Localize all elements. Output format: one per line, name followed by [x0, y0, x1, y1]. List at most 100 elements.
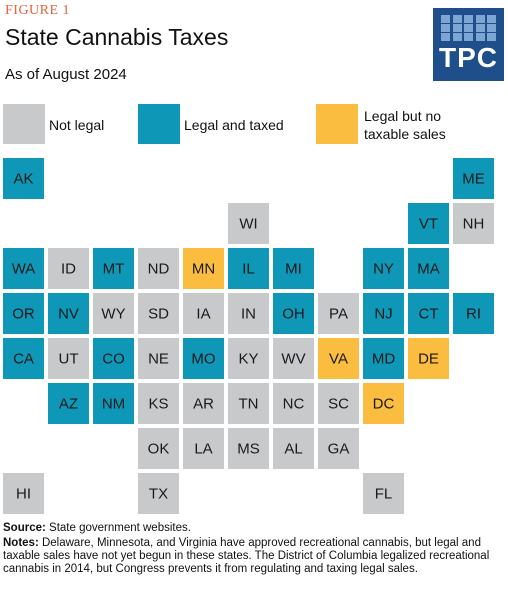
state-tile-label: OK	[148, 441, 170, 458]
state-tile-ia: IA	[183, 293, 224, 334]
legend-swatch-not-legal	[3, 104, 45, 144]
state-tile-label: MA	[417, 261, 440, 278]
state-tile-label: CT	[419, 306, 439, 323]
state-tile-label: IN	[241, 306, 256, 323]
state-tile-pa: PA	[318, 293, 359, 334]
state-tile-ar: AR	[183, 383, 224, 424]
state-tile-rect	[138, 473, 179, 514]
state-tile-nh: NH	[453, 203, 494, 244]
state-tile-nv: NV	[48, 293, 89, 334]
logo-square	[441, 24, 450, 32]
logo-square	[475, 33, 485, 41]
legend-label-line-2: taxable sales	[364, 126, 446, 142]
state-tile-rect	[48, 383, 89, 424]
logo-square	[441, 15, 450, 23]
state-tile-rect	[228, 428, 269, 469]
state-tile-rect	[318, 428, 359, 469]
state-tile-me: ME	[453, 158, 494, 199]
state-tile-rect	[408, 203, 449, 244]
state-tile-rect	[48, 293, 89, 334]
state-tile-ne: NE	[138, 338, 179, 379]
state-tile-nj: NJ	[363, 293, 404, 334]
state-tile-label: AL	[284, 441, 302, 458]
logo-grid-icon	[441, 15, 497, 41]
state-tile-label: IL	[242, 261, 255, 278]
state-tile-label: TN	[239, 396, 259, 413]
state-tile-label: UT	[59, 351, 79, 368]
state-tile-label: MS	[237, 441, 260, 458]
state-tile-nd: ND	[138, 248, 179, 289]
state-tile-ga: GA	[318, 428, 359, 469]
legend-label-legal-no-sales: Legal but no taxable sales	[364, 107, 446, 143]
state-tile-label: NH	[463, 216, 485, 233]
state-tile-rect	[3, 248, 44, 289]
legend-swatch-legal-taxed	[138, 104, 180, 144]
state-tile-rect	[408, 248, 449, 289]
state-tile-rect	[93, 383, 134, 424]
state-tile-label: NY	[373, 261, 394, 278]
state-tile-label: GA	[328, 441, 350, 458]
state-tile-rect	[183, 383, 224, 424]
state-tile-tx: TX	[138, 473, 179, 514]
state-tile-va: VA	[318, 338, 359, 379]
logo-square	[452, 33, 462, 41]
state-tile-ct: CT	[408, 293, 449, 334]
state-tile-il: IL	[228, 248, 269, 289]
state-tile-ak: AK	[3, 158, 44, 199]
state-tile-rect	[138, 428, 179, 469]
state-tile-rect	[138, 248, 179, 289]
state-tile-label: KY	[238, 351, 258, 368]
state-tile-rect	[183, 293, 224, 334]
state-tile-rect	[318, 383, 359, 424]
state-tile-rect	[228, 248, 269, 289]
notes: Notes: Delaware, Minnesota, and Virginia…	[3, 537, 503, 576]
state-tile-ut: UT	[48, 338, 89, 379]
state-tile-rect	[3, 293, 44, 334]
state-tile-rect	[273, 338, 314, 379]
state-tile-label: AZ	[59, 396, 78, 413]
state-tile-rect	[453, 203, 494, 244]
state-tile-rect	[363, 248, 404, 289]
logo-square	[464, 24, 473, 32]
state-tile-rect	[408, 338, 449, 379]
state-tile-label: WA	[12, 261, 36, 278]
state-tile-ks: KS	[138, 383, 179, 424]
figure-label: FIGURE 1	[5, 3, 71, 18]
state-tile-nc: NC	[273, 383, 314, 424]
state-tile-label: WI	[239, 216, 257, 233]
logo-text: TPC	[439, 42, 498, 73]
state-tile-rect	[228, 383, 269, 424]
state-tile-label: RI	[466, 306, 481, 323]
state-tile-label: ND	[148, 261, 170, 278]
state-tile-ma: MA	[408, 248, 449, 289]
state-tile-label: MD	[372, 351, 395, 368]
state-tile-ms: MS	[228, 428, 269, 469]
state-tile-rect	[228, 338, 269, 379]
state-tile-ca: CA	[3, 338, 44, 379]
state-tile-label: OH	[282, 306, 305, 323]
state-tile-label: LA	[194, 441, 212, 458]
legend-swatch-legal-no-sales	[316, 104, 358, 144]
state-tile-wv: WV	[273, 338, 314, 379]
state-tile-rect	[48, 338, 89, 379]
state-tile-label: MN	[192, 261, 215, 278]
source-note: Source: State government websites.	[3, 522, 503, 535]
state-tile-tn: TN	[228, 383, 269, 424]
state-tile-mn: MN	[183, 248, 224, 289]
state-tile-label: PA	[329, 306, 348, 323]
state-tile-label: TX	[149, 486, 168, 503]
state-tile-rect	[273, 293, 314, 334]
state-tile-rect	[318, 293, 359, 334]
state-tile-rect	[183, 428, 224, 469]
logo-square	[487, 15, 496, 23]
state-tile-oh: OH	[273, 293, 314, 334]
state-tile-rect	[363, 473, 404, 514]
notes-label: Notes:	[3, 537, 39, 549]
tpc-logo: TPC	[433, 8, 504, 81]
state-tile-rect	[138, 293, 179, 334]
legend-label-not-legal: Not legal	[49, 117, 105, 133]
state-tile-md: MD	[363, 338, 404, 379]
state-tile-wa: WA	[3, 248, 44, 289]
state-tile-label: KS	[148, 396, 168, 413]
state-tile-rect	[93, 248, 134, 289]
